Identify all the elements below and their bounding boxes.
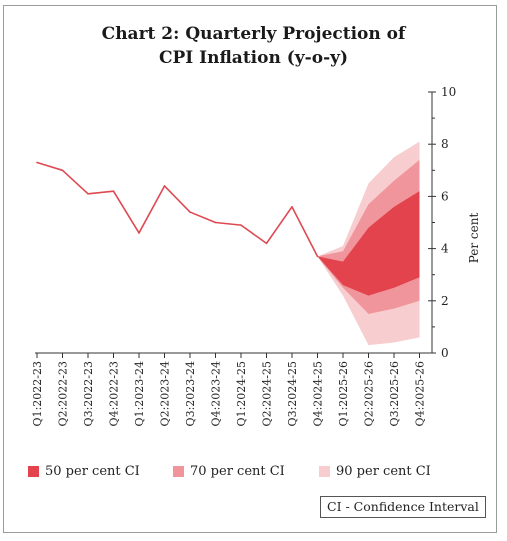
legend-swatch-70-ci: [173, 465, 184, 477]
data-point: [316, 255, 319, 258]
x-tick-label: Q2:2022-23: [57, 361, 70, 426]
confidence-bands: [317, 141, 420, 346]
x-tick-label: Q3:2025-26: [388, 361, 401, 426]
data-point: [36, 161, 38, 164]
x-tick-label: Q1:2025-26: [337, 361, 350, 426]
y-tick-label: 2: [441, 294, 449, 308]
y-axis-label: Per cent: [467, 213, 481, 264]
x-tick-label: Q4:2022-23: [108, 361, 121, 426]
fan-band-50-ci: [317, 191, 420, 296]
ci-annotation-box: CI - Confidence Interval: [320, 496, 486, 518]
legend-item-90-ci: 90 per cent CI: [319, 463, 431, 479]
x-tick-label: Q4:2023-24: [210, 361, 223, 426]
axes: [35, 91, 436, 358]
legend-item-70-ci: 70 per cent CI: [173, 463, 285, 479]
axis-labels: 0 2 4 6 8 10 Q1:2022-23 Q2:2022-23 Q3:2022-23 Q4:…: [31, 85, 481, 426]
legend-swatch-50-ci: [28, 465, 39, 477]
data-point: [163, 185, 166, 187]
chart-title-line-1: Chart 2: Quarterly Projection of: [101, 24, 406, 44]
x-tick-label: Q3:2024-25: [286, 361, 299, 426]
x-tick-label: Q2:2024-25: [261, 361, 274, 426]
chart-title: Chart 2: Quarterly Projection of CPI Inf…: [0, 22, 507, 70]
x-tick-label: Q2:2025-26: [363, 361, 376, 426]
cpi-inflation-series: [36, 161, 319, 258]
data-point: [87, 192, 89, 195]
x-tick-label: Q3:2023-24: [184, 361, 197, 426]
x-tick-label: Q4:2025-26: [414, 361, 427, 426]
data-point: [189, 211, 191, 213]
data-point: [138, 232, 140, 234]
legend-label-90-ci: 90 per cent CI: [336, 463, 431, 479]
x-tick-label: Q4:2024-25: [312, 361, 325, 426]
x-tick-label: Q1:2022-23: [31, 361, 44, 426]
y-tick-label: 8: [441, 137, 449, 151]
data-point: [291, 206, 293, 208]
x-tick-label: Q1:2023-24: [133, 361, 146, 426]
data-point: [214, 221, 217, 224]
legend-swatch-90-ci: [319, 465, 330, 477]
data-point: [265, 242, 268, 245]
data-point: [240, 224, 242, 226]
y-tick-label: 0: [441, 346, 449, 360]
y-tick-label: 10: [441, 85, 456, 99]
x-tick-label: Q2:2023-24: [159, 361, 172, 426]
legend-label-50-ci: 50 per cent CI: [45, 463, 140, 479]
x-tick-label: Q1:2024-25: [235, 361, 248, 426]
chart-title-line-2: CPI Inflation (y-o-y): [158, 48, 349, 68]
data-point: [112, 190, 115, 192]
y-tick-label: 6: [441, 189, 449, 203]
legend-label-70-ci: 70 per cent CI: [190, 463, 285, 479]
data-point: [61, 169, 64, 172]
x-tick-label: Q3:2022-23: [82, 361, 95, 426]
legend-item-50-ci: 50 per cent CI: [28, 463, 140, 479]
y-tick-label: 4: [441, 242, 449, 256]
series-line: [36, 161, 319, 257]
